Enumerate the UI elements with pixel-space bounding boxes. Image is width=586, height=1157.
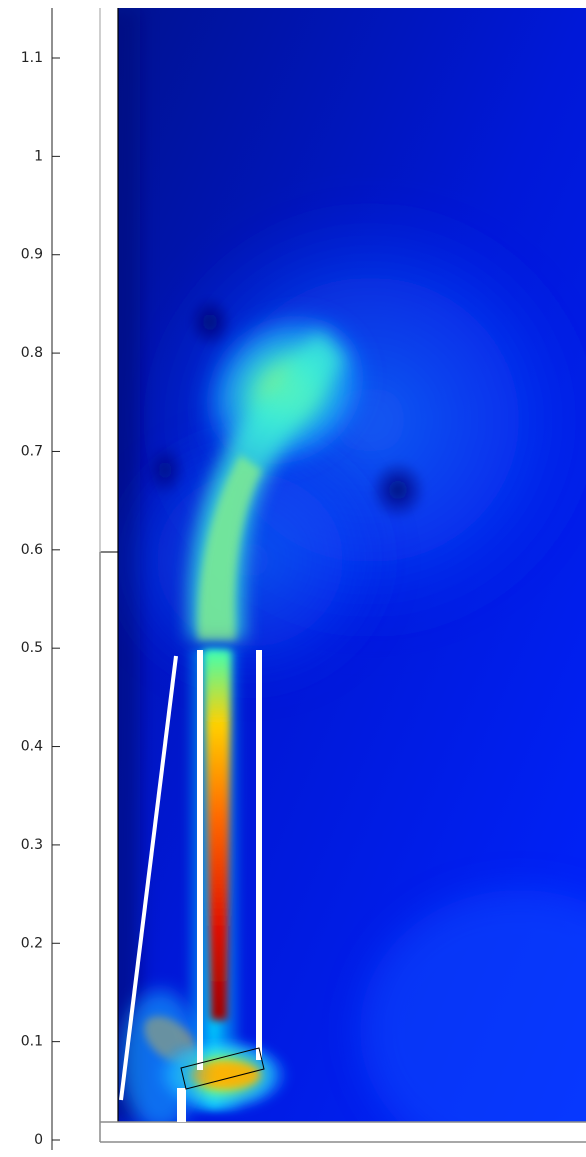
y-tick-label: 0.5 xyxy=(21,640,43,656)
y-tick-label: 0.6 xyxy=(21,542,43,558)
y-tick-label: 0.3 xyxy=(21,837,43,853)
floor-glow xyxy=(360,890,586,1122)
y-tick-label: 0.7 xyxy=(21,443,43,459)
y-axis: 0 0.1 0.2 0.3 0.4 0.5 0.6 0.7 0.8 0.9 1 1.1 xyxy=(21,8,60,1150)
base-hot xyxy=(190,1061,260,1089)
color-field xyxy=(118,8,586,1122)
duct-wall-left xyxy=(197,650,203,1070)
slanted-baffle xyxy=(119,655,178,1101)
floor xyxy=(100,1122,586,1142)
small-post xyxy=(177,1088,186,1122)
y-tick-label: 0.8 xyxy=(21,345,43,361)
y-tick-label: 1 xyxy=(34,148,43,164)
y-tick-label: 0 xyxy=(34,1132,43,1148)
y-tick-label: 0.9 xyxy=(21,247,43,263)
y-tick-label: 0.2 xyxy=(21,935,43,951)
left-wall-block xyxy=(99,551,119,1123)
y-tick-label: 1.1 xyxy=(21,50,43,66)
tilted-box xyxy=(180,1047,265,1090)
y-tick-label: 0.4 xyxy=(21,739,43,755)
plume-stem-inner xyxy=(197,455,262,640)
y-axis-ticks: 0 0.1 0.2 0.3 0.4 0.5 0.6 0.7 0.8 0.9 1 1.1 xyxy=(21,50,60,1148)
y-tick-label: 0.1 xyxy=(21,1034,43,1050)
hot-jet xyxy=(204,650,231,1020)
vortex-core-low xyxy=(145,444,185,496)
geometry xyxy=(99,8,586,1143)
vortex-core-left xyxy=(188,296,232,348)
duct-wall-right xyxy=(256,650,262,1060)
vortex-core-right xyxy=(370,460,426,520)
